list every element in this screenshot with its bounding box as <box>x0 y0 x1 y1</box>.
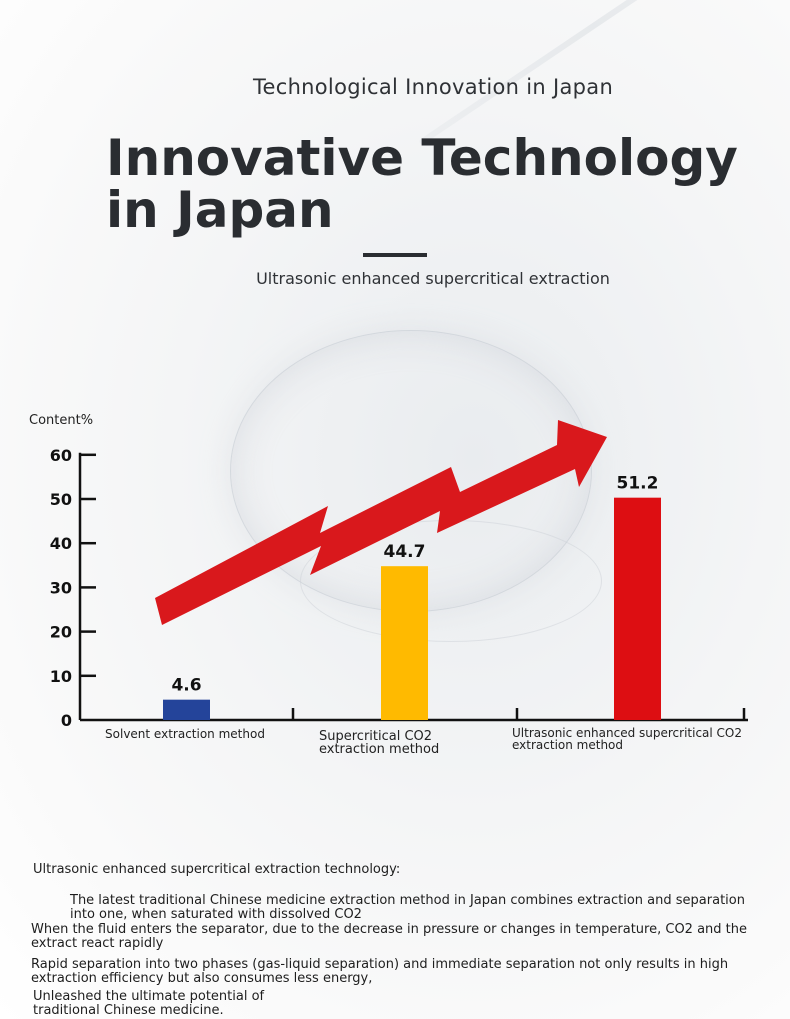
bar-2 <box>381 566 428 720</box>
title-divider <box>363 253 427 257</box>
x-category-label-3: Ultrasonic enhanced supercritical CO2 ext… <box>512 726 742 752</box>
page-subtitle: Technological Innovation in Japan <box>252 75 614 99</box>
x-category-label-1: Solvent extraction method <box>105 727 265 741</box>
bar-3 <box>614 497 661 720</box>
description-heading: Ultrasonic enhanced supercritical extrac… <box>33 862 401 877</box>
bar-chart: Content% 0 10 20 30 40 50 60 4.6 44.7 51.2 Solvent … <box>29 413 748 757</box>
y-tick-label: 50 <box>50 490 72 509</box>
description-paragraph-1: The latest traditional Chinese medicine … <box>70 893 745 922</box>
description-paragraph-3: Rapid separation into two phases (gas-li… <box>31 957 729 986</box>
data-label-1: 4.6 <box>171 676 201 696</box>
trend-arrow <box>155 420 607 625</box>
y-axis-label: Content% <box>29 413 93 428</box>
description-paragraph-2: When the fluid enters the separator, due… <box>31 922 748 951</box>
page-title: Innovative Technology in Japan <box>106 129 738 239</box>
data-label-3: 51.2 <box>617 474 659 494</box>
data-label-2: 44.7 <box>384 542 426 562</box>
y-tick-label: 40 <box>50 534 72 553</box>
bar-1 <box>163 699 210 720</box>
y-tick-label: 60 <box>50 446 72 465</box>
y-tick-label: 0 <box>61 711 72 730</box>
page-tagline: Ultrasonic enhanced supercritical extrac… <box>256 269 610 288</box>
y-tick-label: 20 <box>50 623 72 642</box>
description-paragraph-4: Unleashed the ultimate potential of trad… <box>33 989 265 1018</box>
y-tick-label: 10 <box>50 667 72 686</box>
y-tick-label: 30 <box>50 578 72 597</box>
background-pipette-decoration <box>418 0 770 146</box>
x-category-label-2: Supercritical CO2 extraction method <box>319 729 439 757</box>
